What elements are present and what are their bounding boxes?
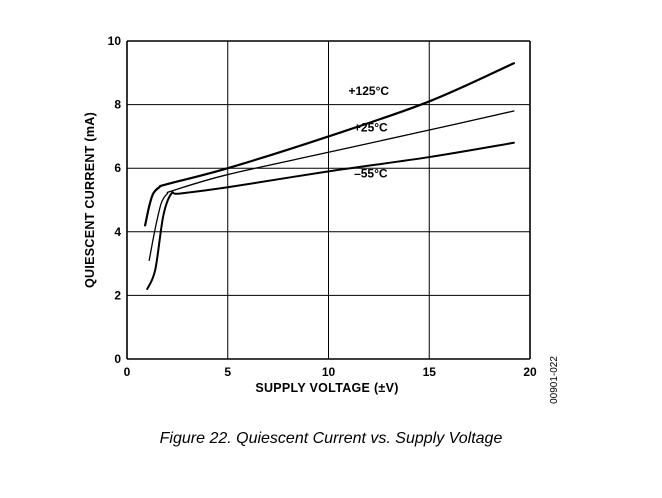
y-tick-label: 2 bbox=[114, 288, 121, 302]
y-tick-label: 8 bbox=[114, 98, 121, 112]
x-axis-label: SUPPLY VOLTAGE (±V) bbox=[255, 381, 398, 395]
y-tick-label: 6 bbox=[114, 161, 121, 175]
series-label-1: +25°C bbox=[354, 121, 388, 135]
figure-code: 00901-022 bbox=[549, 356, 560, 404]
x-tick-label: 15 bbox=[423, 365, 437, 379]
y-tick-label: 4 bbox=[114, 225, 121, 239]
x-tick-label: 5 bbox=[224, 365, 231, 379]
series-line-1 bbox=[148, 110, 515, 262]
y-tick-label: 0 bbox=[114, 352, 121, 366]
series-labels: +125°C +25°C –55°C bbox=[349, 84, 390, 181]
x-tick-label: 10 bbox=[322, 365, 336, 379]
series-line-0 bbox=[144, 62, 515, 227]
series-label-2: –55°C bbox=[354, 167, 388, 181]
chart-canvas: 0 5 10 15 20 0 2 4 6 8 10 +125°C +25°C –55°C SUPPLY … bbox=[83, 34, 560, 404]
series-lines bbox=[144, 62, 515, 290]
tick-labels: 0 5 10 15 20 0 2 4 6 8 10 bbox=[108, 34, 537, 379]
x-tick-label: 20 bbox=[523, 365, 537, 379]
series-label-0: +125°C bbox=[349, 84, 390, 98]
y-tick-label: 10 bbox=[108, 34, 122, 48]
figure-caption: Figure 22. Quiescent Current vs. Supply … bbox=[159, 430, 503, 447]
series-line-2 bbox=[146, 141, 515, 290]
y-axis-label: QUIESCENT CURRENT (mA) bbox=[83, 112, 97, 288]
x-tick-label: 0 bbox=[124, 365, 131, 379]
grid bbox=[126, 40, 531, 360]
